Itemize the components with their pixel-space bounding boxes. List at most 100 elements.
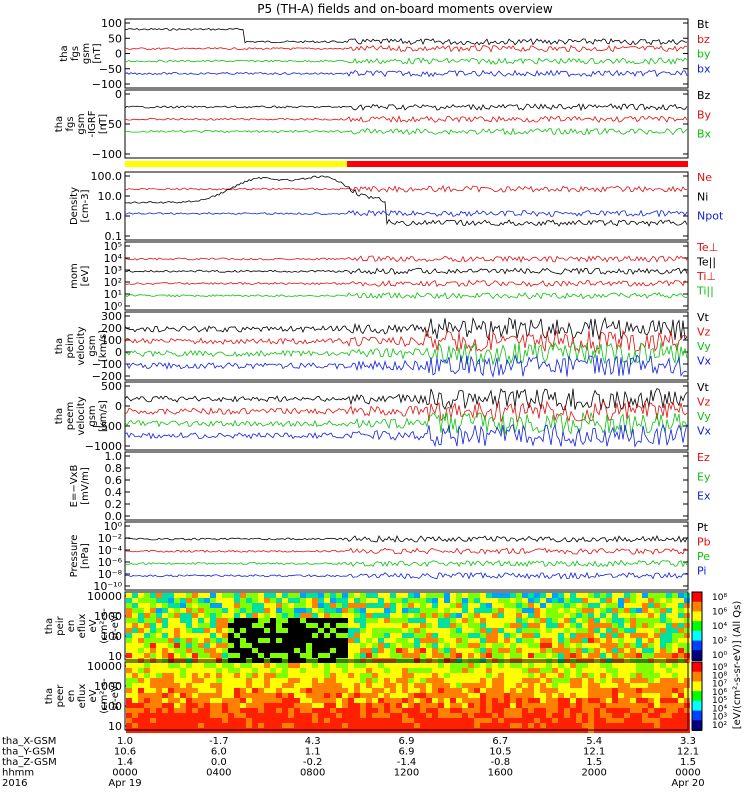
spectro-cell bbox=[384, 668, 390, 673]
spectro-cell bbox=[132, 688, 138, 693]
spectro-cell bbox=[162, 668, 168, 673]
spectro-cell bbox=[594, 688, 600, 693]
spectro-cell bbox=[642, 708, 648, 713]
spectro-cell bbox=[480, 623, 486, 628]
spectro-cell bbox=[252, 688, 258, 693]
spectro-cell bbox=[318, 628, 324, 633]
spectro-cell bbox=[582, 668, 588, 673]
spectro-cell bbox=[270, 648, 276, 653]
spectro-cell bbox=[198, 688, 204, 693]
spectro-cell bbox=[174, 703, 180, 708]
spectro-cell bbox=[276, 708, 282, 713]
spectro-cell bbox=[234, 718, 240, 723]
spectro-cell bbox=[450, 608, 456, 613]
spectro-cell bbox=[246, 638, 252, 643]
spectro-cell bbox=[516, 723, 522, 728]
spectro-cell bbox=[258, 608, 264, 613]
spectro-cell bbox=[198, 698, 204, 703]
spectro-cell bbox=[546, 678, 552, 683]
spectro-cell bbox=[654, 593, 660, 598]
spectro-cell bbox=[570, 703, 576, 708]
spectro-cell bbox=[264, 708, 270, 713]
trace-black bbox=[124, 103, 688, 112]
spectro-cell bbox=[192, 593, 198, 598]
spectro-cell bbox=[468, 663, 474, 668]
spectro-cell bbox=[576, 663, 582, 668]
spectro-cell bbox=[486, 688, 492, 693]
spectro-cell bbox=[618, 648, 624, 653]
spectro-cell bbox=[186, 683, 192, 688]
spectro-cell bbox=[606, 653, 612, 658]
spectro-cell bbox=[324, 668, 330, 673]
spectro-cell bbox=[222, 628, 228, 633]
spectro-cell bbox=[522, 683, 528, 688]
spectro-cell bbox=[402, 653, 408, 658]
spectro-cell bbox=[288, 713, 294, 718]
spectro-cell bbox=[534, 618, 540, 623]
spectro-cell bbox=[240, 673, 246, 678]
spectro-cell bbox=[210, 623, 216, 628]
ytick-label: 100 bbox=[101, 17, 122, 30]
spectro-cell bbox=[522, 613, 528, 618]
spectro-cell bbox=[648, 598, 654, 603]
spectro-cell bbox=[240, 698, 246, 703]
spectro-cell bbox=[480, 708, 486, 713]
spectro-cell bbox=[480, 648, 486, 653]
spectro-cell bbox=[216, 623, 222, 628]
spectro-cell bbox=[486, 678, 492, 683]
spectro-cell bbox=[630, 653, 636, 658]
spectro-cell bbox=[228, 628, 234, 633]
spectro-cell bbox=[420, 678, 426, 683]
spectro-cell bbox=[612, 613, 618, 618]
spectro-cell bbox=[678, 628, 684, 633]
spectro-cell bbox=[660, 608, 666, 613]
spectro-cell bbox=[582, 673, 588, 678]
spectro-cell bbox=[312, 628, 318, 633]
spectro-cell bbox=[156, 653, 162, 658]
spectro-cell bbox=[300, 703, 306, 708]
spectro-cell bbox=[546, 713, 552, 718]
spectro-cell bbox=[360, 718, 366, 723]
spectro-cell bbox=[672, 598, 678, 603]
spectro-cell bbox=[150, 683, 156, 688]
spectro-cell bbox=[636, 603, 642, 608]
spectro-cell bbox=[504, 643, 510, 648]
spectro-cell bbox=[282, 678, 288, 683]
spectro-cell bbox=[246, 613, 252, 618]
xaxis-value: 6.9 bbox=[399, 747, 415, 758]
spectro-cell bbox=[426, 708, 432, 713]
spectro-cell bbox=[360, 693, 366, 698]
colorbar-tick: 10⁷ bbox=[712, 680, 727, 690]
spectro-cell bbox=[522, 623, 528, 628]
spectro-cell bbox=[156, 663, 162, 668]
spectro-cell bbox=[348, 598, 354, 603]
spectro-cell bbox=[228, 598, 234, 603]
spectro-cell bbox=[204, 603, 210, 608]
spectro-cell bbox=[258, 718, 264, 723]
spectro-cell bbox=[288, 663, 294, 668]
spectro-cell bbox=[354, 623, 360, 628]
spectro-cell bbox=[354, 653, 360, 658]
spectro-cell bbox=[624, 683, 630, 688]
spectro-cell bbox=[312, 703, 318, 708]
spectro-cell bbox=[678, 708, 684, 713]
spectro-cell bbox=[396, 643, 402, 648]
spectro-cell bbox=[396, 673, 402, 678]
spectro-cell bbox=[540, 643, 546, 648]
spectro-cell bbox=[678, 603, 684, 608]
spectro-cell bbox=[288, 698, 294, 703]
spectro-cell bbox=[558, 713, 564, 718]
spectro-cell bbox=[132, 633, 138, 638]
spectro-cell bbox=[510, 593, 516, 598]
spectro-cell bbox=[396, 613, 402, 618]
spectro-cell bbox=[258, 643, 264, 648]
spectro-cell bbox=[366, 718, 372, 723]
spectro-cell bbox=[252, 703, 258, 708]
spectro-cell bbox=[684, 623, 690, 628]
spectro-cell bbox=[144, 678, 150, 683]
spectro-cell bbox=[198, 593, 204, 598]
trace-black bbox=[124, 316, 688, 341]
spectro-cell bbox=[234, 613, 240, 618]
spectro-cell bbox=[576, 643, 582, 648]
spectro-cell bbox=[258, 623, 264, 628]
